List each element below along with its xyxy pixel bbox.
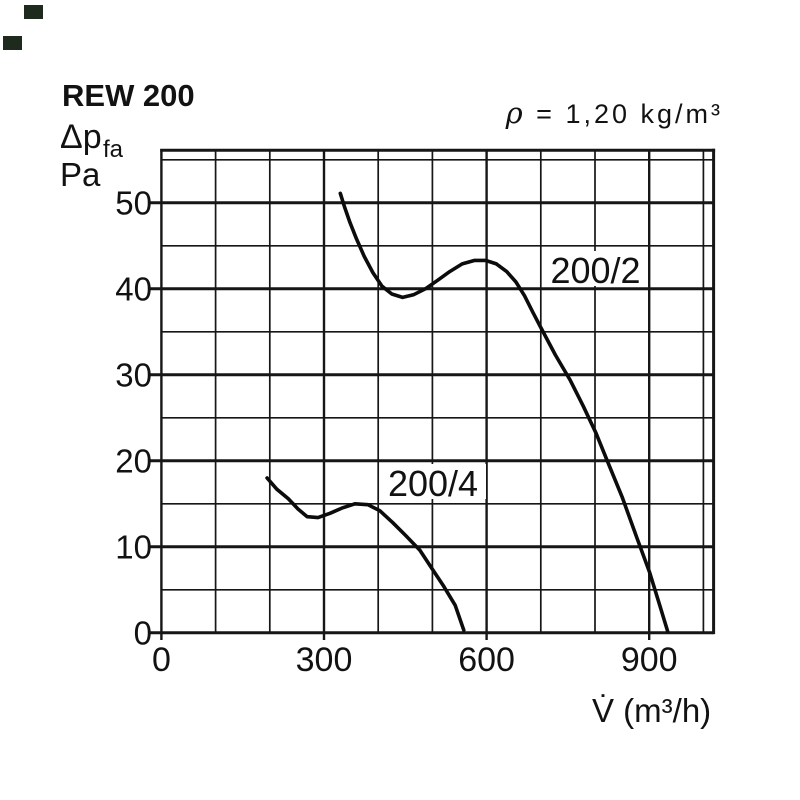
scan-corner-mark — [24, 5, 43, 19]
scan-corner-mark — [3, 36, 22, 50]
y-tick-label: 0 — [134, 614, 152, 651]
y-tick-label: 30 — [115, 356, 152, 393]
y-axis-symbol-subscript: fa — [103, 136, 124, 163]
x-axis-label: V̇ (m³/h) — [592, 692, 711, 729]
rho-symbol: ρ — [505, 96, 526, 130]
curve-label-bg — [545, 251, 646, 286]
x-tick-label: 600 — [458, 641, 515, 679]
curve-label: 200/2 — [550, 250, 640, 291]
page-title: REW 200 — [62, 78, 195, 113]
tick-label-layer: 0 10 20 30 40 50 0 300 600 900 — [115, 184, 677, 679]
y-tick-label: 50 — [115, 184, 152, 221]
curve-200/2 — [338, 191, 670, 633]
y-axis-symbol: Δp — [60, 118, 102, 156]
x-tick-label: 900 — [621, 641, 678, 679]
y-tick-label: 10 — [115, 528, 152, 565]
curve-label: 200/4 — [388, 463, 478, 504]
y-tick-label: 40 — [115, 270, 152, 307]
grid-layer — [149, 149, 714, 640]
x-tick-label: 0 — [152, 641, 171, 679]
curve-layer — [265, 191, 670, 633]
curve-label-backgrounds — [380, 251, 646, 499]
density-annotation: ρ = 1,20 kg/m³ — [505, 96, 723, 130]
curve-200/4 — [265, 476, 466, 632]
x-tick-label: 300 — [296, 641, 353, 679]
density-value: = 1,20 kg/m³ — [526, 99, 723, 129]
curve-label-bg — [380, 464, 486, 499]
y-axis-unit: Pa — [60, 156, 101, 193]
curve-label-layer: 200/2 200/4 — [388, 250, 641, 504]
plot-frame — [160, 148, 716, 635]
y-tick-label: 20 — [115, 442, 152, 479]
